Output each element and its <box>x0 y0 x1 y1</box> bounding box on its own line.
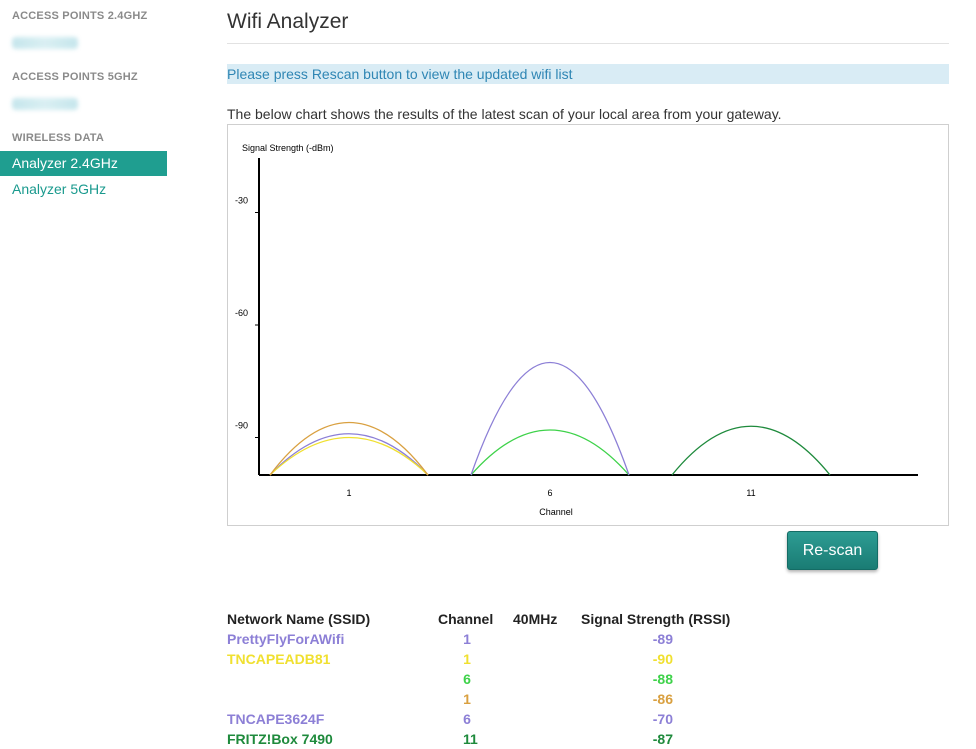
cell-ssid: PrettyFlyForAWifi <box>227 631 345 647</box>
cell-rssi: -88 <box>652 671 673 687</box>
x-tick-label: 6 <box>547 488 552 498</box>
column-header-rssi: Signal Strength (RSSI) <box>581 611 731 627</box>
y-axis-label: Signal Strength (-dBm) <box>242 143 334 153</box>
column-header-ssid: Network Name (SSID) <box>227 611 371 627</box>
wifi-chart-svg: Signal Strength (-dBm) Channel -30 -60 -90 1 6… <box>235 143 918 517</box>
x-tick-label: 11 <box>746 488 755 498</box>
cell-channel: 11 <box>463 731 478 747</box>
signal-curve <box>269 433 429 476</box>
x-axis-label: Channel <box>539 507 573 517</box>
y-tick-label: -60 <box>235 308 248 318</box>
y-tick-label: -90 <box>235 421 248 431</box>
signal-curve <box>470 429 630 476</box>
column-header-channel: Channel <box>438 611 494 627</box>
page-title: Wifi Analyzer <box>227 10 349 33</box>
chart-description: The below chart shows the results of the… <box>227 106 782 122</box>
divider <box>227 43 949 44</box>
cell-rssi: -89 <box>652 631 673 647</box>
column-header-40mhz: 40MHz <box>513 611 558 627</box>
notice-banner: Please press Rescan button to view the u… <box>227 64 949 84</box>
cell-rssi: -70 <box>652 711 673 727</box>
y-tick-label: -30 <box>235 196 248 206</box>
signal-curve <box>269 421 429 476</box>
blurred-network-name[interactable] <box>12 98 78 110</box>
cell-channel: 1 <box>463 631 471 647</box>
x-tick-label: 1 <box>346 488 351 498</box>
cell-channel: 6 <box>463 671 471 687</box>
cell-channel: 1 <box>463 691 471 707</box>
cell-ssid: TNCAPE3624F <box>227 711 325 727</box>
cell-rssi: -90 <box>652 651 673 667</box>
cell-rssi: -86 <box>652 691 673 707</box>
sidebar-item-analyzer-24[interactable]: Analyzer 2.4GHz <box>0 151 167 176</box>
sidebar-heading-ap5: ACCESS POINTS 5GHZ <box>12 71 138 83</box>
blurred-network-name[interactable] <box>12 37 78 49</box>
cell-ssid: TNCAPEADB81 <box>227 651 331 667</box>
cell-rssi: -87 <box>652 731 673 747</box>
signal-curve <box>671 425 831 476</box>
signal-curve <box>269 437 429 476</box>
sidebar-heading-wireless-data: WIRELESS DATA <box>12 132 105 144</box>
sidebar-item-analyzer-5[interactable]: Analyzer 5GHz <box>12 181 107 197</box>
rescan-button[interactable]: Re-scan <box>787 531 878 570</box>
cell-ssid: FRITZ!Box 7490 <box>227 731 333 747</box>
sidebar-heading-ap24: ACCESS POINTS 2.4GHZ <box>12 10 148 22</box>
cell-channel: 1 <box>463 651 471 667</box>
signal-curve <box>470 361 630 476</box>
cell-channel: 6 <box>463 711 471 727</box>
wifi-chart: Signal Strength (-dBm) Channel -30 -60 -90 1 6… <box>227 124 949 526</box>
